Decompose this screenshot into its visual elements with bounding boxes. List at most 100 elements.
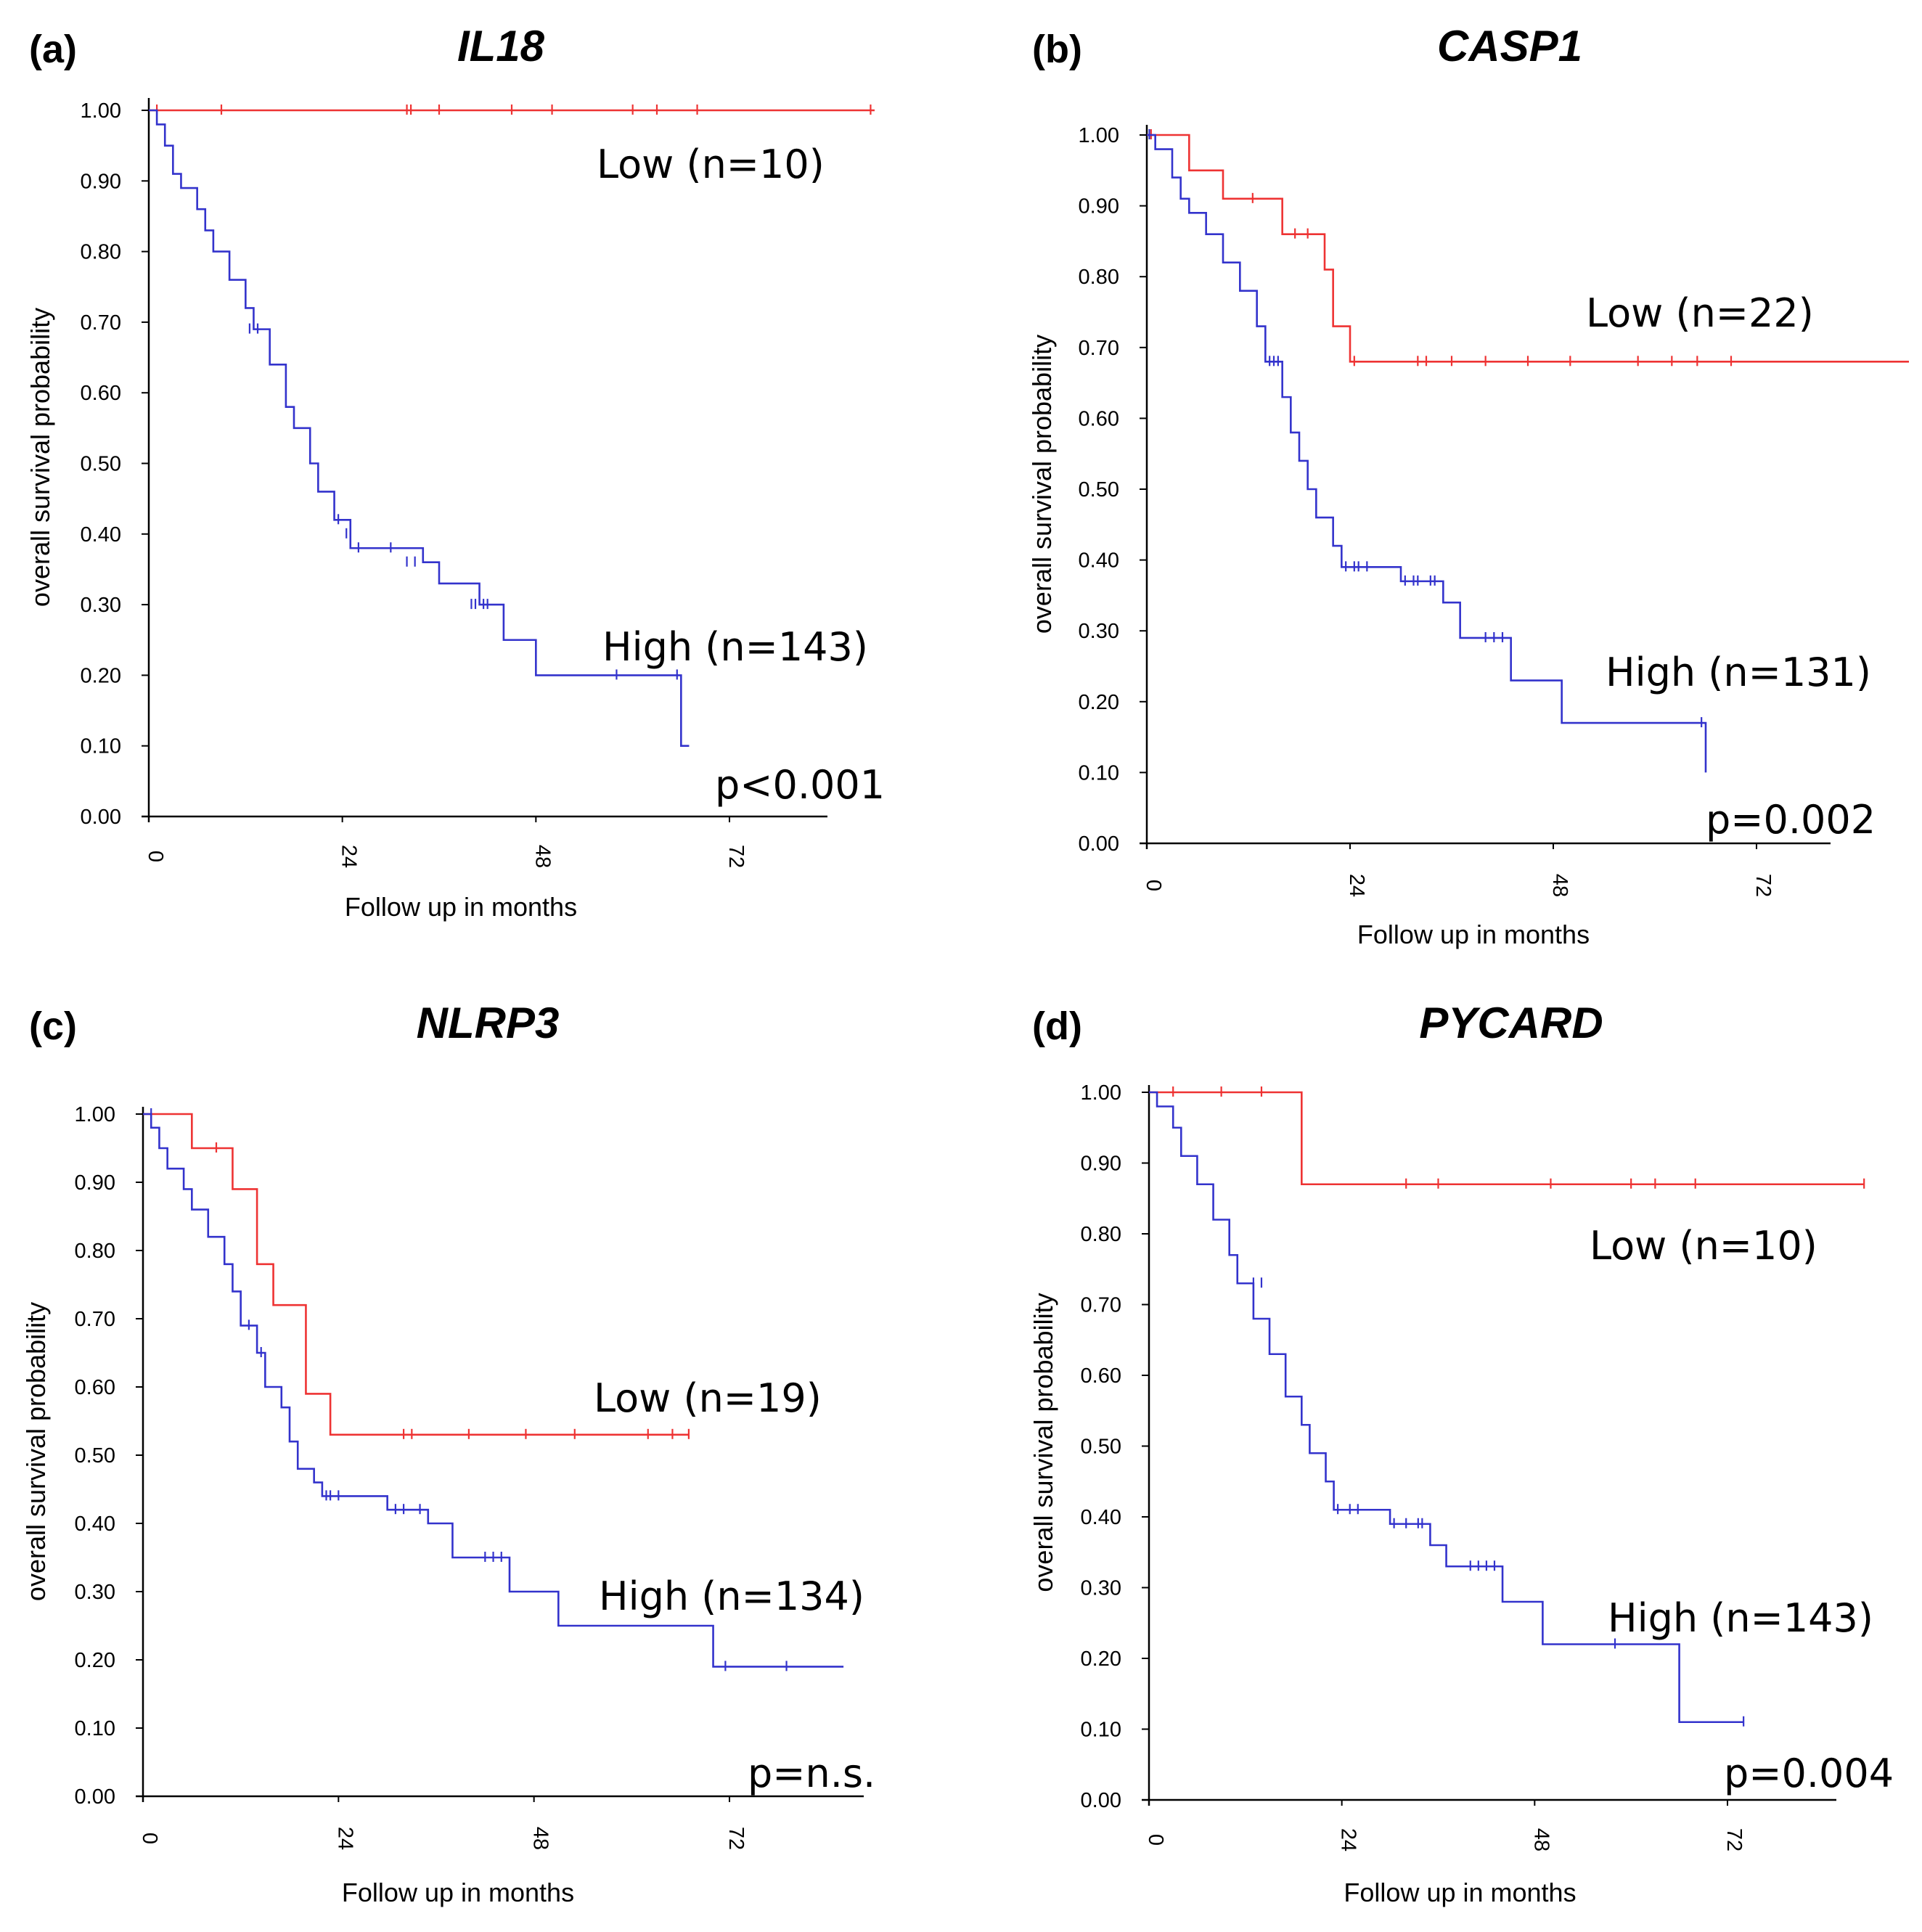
y-tick-label: 0.70 bbox=[1081, 1294, 1121, 1317]
panel-label: (d) bbox=[1032, 1004, 1082, 1048]
km-curve-low bbox=[1149, 1091, 1865, 1186]
y-tick-label: 0.90 bbox=[1079, 195, 1119, 218]
y-tick-label: 0.00 bbox=[1079, 832, 1119, 856]
x-tick-label: 48 bbox=[529, 1827, 552, 1850]
series-label-low: Low (n=10) bbox=[1590, 1223, 1817, 1269]
y-tick-label: 0.10 bbox=[75, 1717, 115, 1740]
y-tick-label: 0.90 bbox=[75, 1171, 115, 1195]
y-tick-label: 0.50 bbox=[1081, 1436, 1121, 1459]
x-axis-title: Follow up in months bbox=[1344, 1878, 1576, 1907]
y-tick-label: 0.30 bbox=[1081, 1577, 1121, 1600]
y-tick-label: 0.70 bbox=[81, 311, 121, 335]
panel-title: NLRP3 bbox=[417, 999, 560, 1047]
y-tick-label: 0.40 bbox=[1079, 549, 1119, 573]
x-tick-label: 24 bbox=[1345, 874, 1368, 897]
panel-d: (d) PYCARD 0.00 0.10 0.20 0.30 0.40 0.50 0.60 0.7… bbox=[1029, 999, 1894, 1907]
panel-a: (a) IL18 0.00 0.10 0.20 0.30 0.40 0.50 0.60 0.70 0… bbox=[25, 22, 885, 922]
y-tick-label: 0.10 bbox=[1081, 1719, 1121, 1742]
x-tick-label: 24 bbox=[338, 845, 361, 868]
x-tick-label: 48 bbox=[531, 845, 554, 868]
x-axis-title: Follow up in months bbox=[342, 1878, 574, 1907]
y-tick-label: 0.50 bbox=[75, 1444, 115, 1468]
y-axis-title: overall survival probability bbox=[25, 308, 55, 607]
x-tick-label: 0 bbox=[138, 1833, 161, 1844]
panel-label: (a) bbox=[29, 28, 77, 71]
y-tick-label: 1.00 bbox=[1079, 124, 1119, 147]
km-curve-high bbox=[1149, 1091, 1744, 1724]
x-tick-label: 24 bbox=[333, 1827, 356, 1850]
y-tick-label: 0.70 bbox=[75, 1308, 115, 1331]
y-tick-label: 0.60 bbox=[1079, 407, 1119, 430]
km-curve-high bbox=[1147, 134, 1707, 773]
y-axis-title: overall survival probability bbox=[1029, 1293, 1058, 1592]
x-tick-label: 0 bbox=[1142, 880, 1165, 891]
x-axis-title: Follow up in months bbox=[345, 892, 577, 922]
y-tick-label: 0.40 bbox=[75, 1513, 115, 1536]
y-tick-label: 0.30 bbox=[1079, 620, 1119, 643]
y-tick-label: 0.50 bbox=[1079, 478, 1119, 502]
y-tick-label: 0.90 bbox=[81, 170, 121, 193]
series-label-low: Low (n=22) bbox=[1586, 290, 1814, 336]
y-tick-label: 0.90 bbox=[1081, 1153, 1121, 1176]
y-tick-label: 0.60 bbox=[1081, 1364, 1121, 1388]
panel-c: (c) NLRP3 0.00 0.10 0.20 0.30 0.40 0.50 0.60 0.70… bbox=[21, 999, 875, 1907]
p-value: p<0.001 bbox=[715, 762, 885, 808]
x-tick-label: 72 bbox=[724, 845, 748, 868]
y-tick-label: 0.80 bbox=[75, 1240, 115, 1263]
km-curve-high bbox=[149, 109, 690, 747]
y-tick-label: 0.40 bbox=[1081, 1506, 1121, 1529]
km-curve-high bbox=[143, 1113, 844, 1668]
y-tick-label: 0.20 bbox=[81, 664, 121, 687]
y-tick-label: 0.20 bbox=[1081, 1647, 1121, 1671]
y-axis-title: overall survival probability bbox=[1027, 335, 1057, 634]
x-tick-label: 48 bbox=[1548, 874, 1571, 897]
y-tick-label: 1.00 bbox=[1081, 1081, 1121, 1105]
y-tick-label: 0.00 bbox=[81, 806, 121, 829]
y-tick-label: 0.60 bbox=[75, 1376, 115, 1399]
x-tick-label: 48 bbox=[1529, 1828, 1553, 1851]
panel-label: (b) bbox=[1032, 28, 1082, 71]
x-tick-label: 72 bbox=[1722, 1828, 1746, 1851]
p-value: p=0.004 bbox=[1724, 1751, 1894, 1796]
y-tick-label: 0.60 bbox=[81, 382, 121, 405]
y-tick-label: 0.50 bbox=[81, 453, 121, 476]
y-tick-label: 0.00 bbox=[1081, 1789, 1121, 1812]
series-label-high: High (n=143) bbox=[1608, 1595, 1873, 1641]
panel-label: (c) bbox=[29, 1004, 77, 1048]
p-value: p=n.s. bbox=[748, 1751, 875, 1796]
x-axis-title: Follow up in months bbox=[1357, 920, 1590, 949]
x-tick-label: 72 bbox=[724, 1827, 748, 1850]
x-tick-label: 24 bbox=[1337, 1828, 1360, 1851]
y-tick-label: 0.30 bbox=[75, 1581, 115, 1604]
y-tick-label: 0.10 bbox=[81, 735, 121, 758]
x-tick-label: 0 bbox=[144, 851, 167, 862]
y-tick-label: 0.20 bbox=[1079, 691, 1119, 714]
y-tick-label: 0.80 bbox=[1081, 1223, 1121, 1246]
y-tick-label: 0.20 bbox=[75, 1649, 115, 1672]
y-tick-label: 0.80 bbox=[81, 241, 121, 264]
km-curve-low bbox=[1147, 134, 1909, 363]
y-tick-label: 0.80 bbox=[1079, 266, 1119, 289]
p-value: p=0.002 bbox=[1706, 797, 1876, 843]
series-label-low: Low (n=10) bbox=[597, 142, 825, 187]
panel-title: CASP1 bbox=[1437, 22, 1582, 70]
y-axis-title: overall survival probability bbox=[21, 1302, 51, 1601]
panel-title: IL18 bbox=[457, 22, 545, 70]
series-label-low: Low (n=19) bbox=[594, 1375, 822, 1421]
x-tick-label: 0 bbox=[1144, 1834, 1167, 1846]
y-tick-label: 0.00 bbox=[75, 1785, 115, 1809]
series-label-high: High (n=131) bbox=[1606, 650, 1871, 695]
y-tick-label: 0.30 bbox=[81, 594, 121, 617]
y-tick-label: 1.00 bbox=[81, 99, 121, 123]
km-curve-low bbox=[143, 1113, 689, 1436]
panel-title: PYCARD bbox=[1419, 999, 1603, 1047]
panel-b: (b) CASP1 0.00 0.10 0.20 0.30 0.40 0.50 0.60 0.70… bbox=[1027, 22, 1909, 949]
y-tick-label: 0.10 bbox=[1079, 761, 1119, 785]
series-label-high: High (n=143) bbox=[602, 624, 868, 670]
x-tick-label: 72 bbox=[1751, 874, 1775, 897]
y-tick-label: 0.40 bbox=[81, 523, 121, 547]
y-tick-label: 0.70 bbox=[1079, 337, 1119, 360]
y-tick-label: 1.00 bbox=[75, 1103, 115, 1126]
series-label-high: High (n=134) bbox=[599, 1573, 864, 1619]
